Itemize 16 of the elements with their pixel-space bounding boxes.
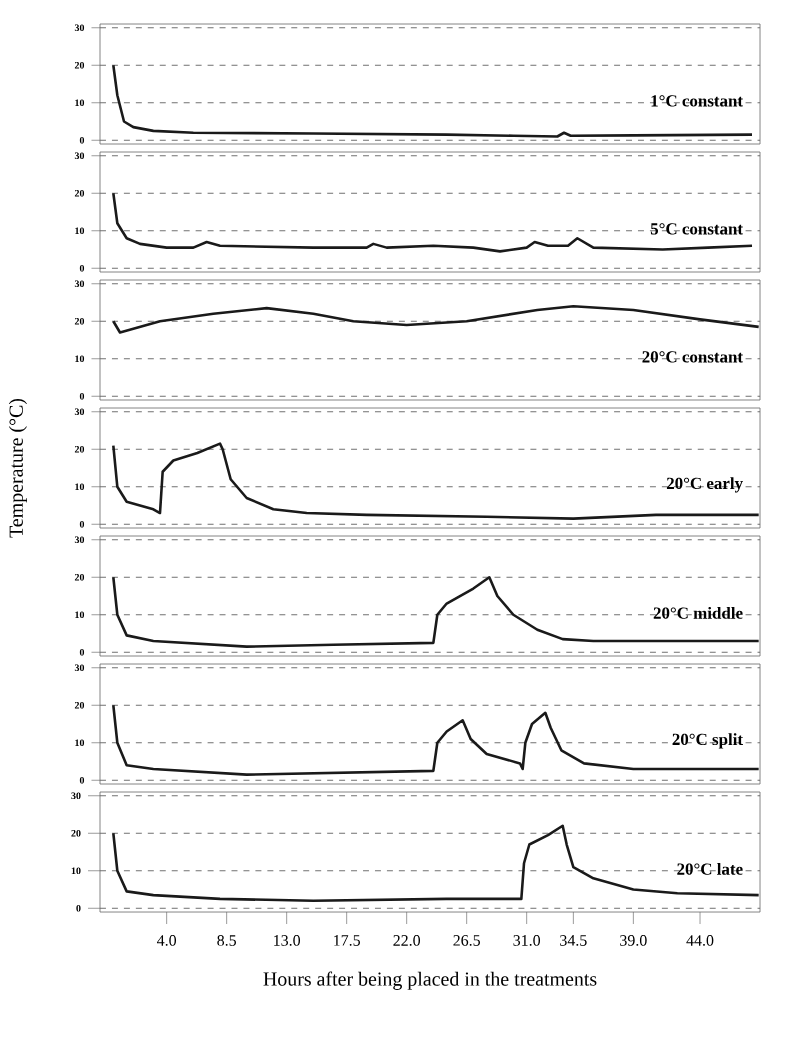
text: 20°C middle [653,606,743,619]
text: 5°C constant [650,223,743,235]
y-axis-title: Temperature (°C) [8,398,27,538]
text: 20°C early [666,477,743,493]
text: 20°C late [677,862,743,875]
line-series [112,575,760,648]
line-series [112,442,760,520]
x-axis-title: Hours after being placed in the treatments [263,971,597,990]
line-series [112,63,754,138]
text: 20°C split [672,733,743,749]
text: 1°C constant [651,95,743,107]
line-series [112,304,760,334]
text: 20°C constant [642,351,743,363]
line-series [112,191,754,253]
line-series [112,824,760,903]
line-series [112,703,760,776]
